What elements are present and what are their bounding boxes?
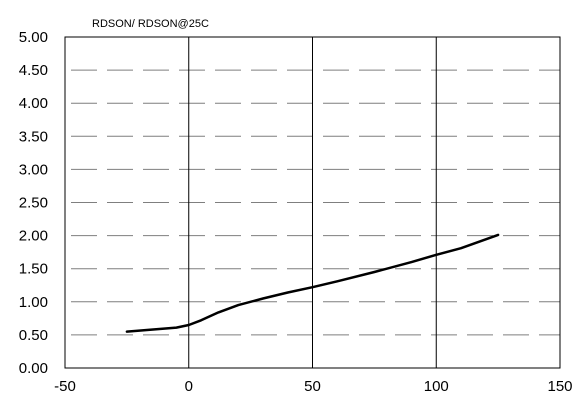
y-tick-label: 3.50 bbox=[19, 128, 48, 145]
x-tick-label: 0 bbox=[185, 378, 193, 395]
y-tick-label: 5.00 bbox=[19, 29, 48, 46]
y-tick-label: 2.50 bbox=[19, 195, 48, 212]
x-tick-label: -50 bbox=[54, 378, 76, 395]
x-tick-label: 100 bbox=[424, 378, 449, 395]
y-tick-label: 1.50 bbox=[19, 261, 48, 278]
plot-frame bbox=[64, 36, 561, 369]
y-tick-label: 4.50 bbox=[19, 62, 48, 79]
series-line bbox=[125, 233, 500, 333]
tick-labels: 0.00 0.50 1.00 1.50 2.00 2.50 3.00 3.50 4.00 4.50… bbox=[19, 29, 573, 395]
y-tick-label: 4.00 bbox=[19, 95, 48, 112]
chart-title: RDSON/ RDSON@25C bbox=[92, 18, 209, 30]
x-tick-label: 150 bbox=[547, 378, 572, 395]
x-tick-label: 50 bbox=[304, 378, 321, 395]
y-tick-label: 0.00 bbox=[19, 360, 48, 377]
y-tick-label: 3.00 bbox=[19, 161, 48, 178]
grid bbox=[65, 37, 560, 368]
y-tick-label: 2.00 bbox=[19, 228, 48, 245]
y-tick-label: 1.00 bbox=[19, 294, 48, 311]
series-layer bbox=[125, 233, 500, 333]
y-tick-label: 0.50 bbox=[19, 327, 48, 344]
